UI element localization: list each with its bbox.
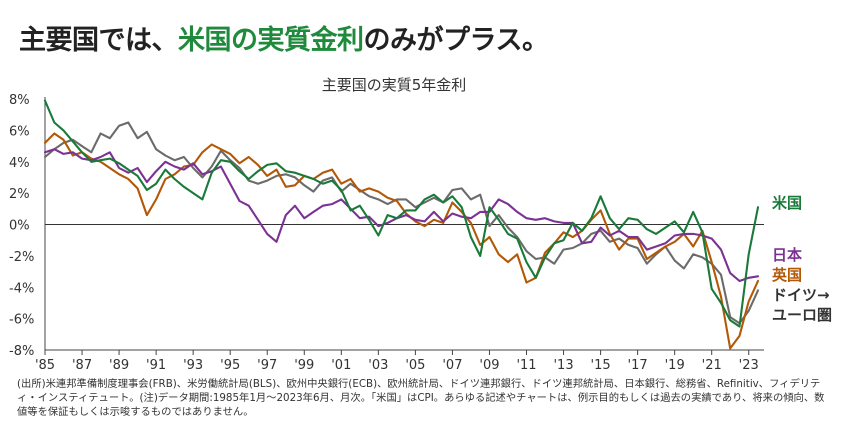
- x-tick-label: '89: [109, 358, 129, 373]
- x-tick-label: '17: [628, 358, 648, 373]
- x-tick-label: '13: [553, 358, 573, 373]
- y-tick-label: 6%: [9, 124, 30, 139]
- x-tick-label: '93: [183, 358, 203, 373]
- x-tick-label: '95: [220, 358, 240, 373]
- series-line-日本: [43, 148, 760, 283]
- x-tick-label: '09: [479, 358, 499, 373]
- x-tick-label: '05: [405, 358, 425, 373]
- headline: 主要国では、米国の実質金利のみがプラス。: [19, 18, 549, 57]
- x-tick-label: '21: [702, 358, 722, 373]
- x-tick-label: '11: [516, 358, 536, 373]
- series-label-ドイツ→ユーロ圏: ユーロ圏: [772, 306, 832, 324]
- x-tick-label: '03: [368, 358, 388, 373]
- x-tick-label: '07: [442, 358, 462, 373]
- series-layer: [43, 99, 760, 350]
- headline-highlight: 米国の実質金利: [178, 25, 364, 56]
- axes-layer: 8% 6% 4% 2% 0% -2% -4% -6% -8%'85 '87 '89 '91 '93 '95…: [9, 93, 764, 373]
- y-tick-label: 0%: [9, 219, 30, 234]
- y-tick-label: -8%: [9, 344, 34, 359]
- y-tick-label: -2%: [9, 250, 34, 265]
- y-tick-label: -6%: [9, 313, 34, 328]
- headline-suffix: のみがプラス。: [363, 25, 549, 56]
- y-tick-label: 2%: [9, 187, 30, 202]
- x-tick-label: '15: [591, 358, 611, 373]
- headline-prefix: 主要国では、: [19, 25, 179, 56]
- series-line-英国: [43, 132, 760, 350]
- series-label-ドイツ→ユーロ圏: ドイツ→: [772, 286, 830, 304]
- chart-title: 主要国の実質5年金利: [322, 76, 467, 94]
- x-tick-label: '87: [72, 358, 92, 373]
- y-tick-label: 8%: [9, 93, 30, 108]
- x-tick-label: '99: [294, 358, 314, 373]
- y-tick-label: 4%: [9, 156, 30, 171]
- x-tick-label: '01: [331, 358, 351, 373]
- series-line-米国: [43, 99, 760, 328]
- x-tick-label: '97: [257, 358, 277, 373]
- source-footnote: (出所)米連邦準備制度理事会(FRB)、米労働統計局(BLS)、欧州中央銀行(E…: [17, 378, 825, 418]
- y-tick-label: -4%: [9, 281, 34, 296]
- series-label-英国: 英国: [772, 266, 802, 284]
- x-tick-label: '23: [739, 358, 759, 373]
- x-tick-label: '19: [665, 358, 685, 373]
- series-label-日本: 日本: [772, 246, 802, 264]
- x-tick-label: '85: [35, 358, 55, 373]
- series-label-米国: 米国: [772, 194, 802, 212]
- x-tick-label: '91: [146, 358, 166, 373]
- series-line-ドイツ→ユーロ圏: [43, 121, 760, 325]
